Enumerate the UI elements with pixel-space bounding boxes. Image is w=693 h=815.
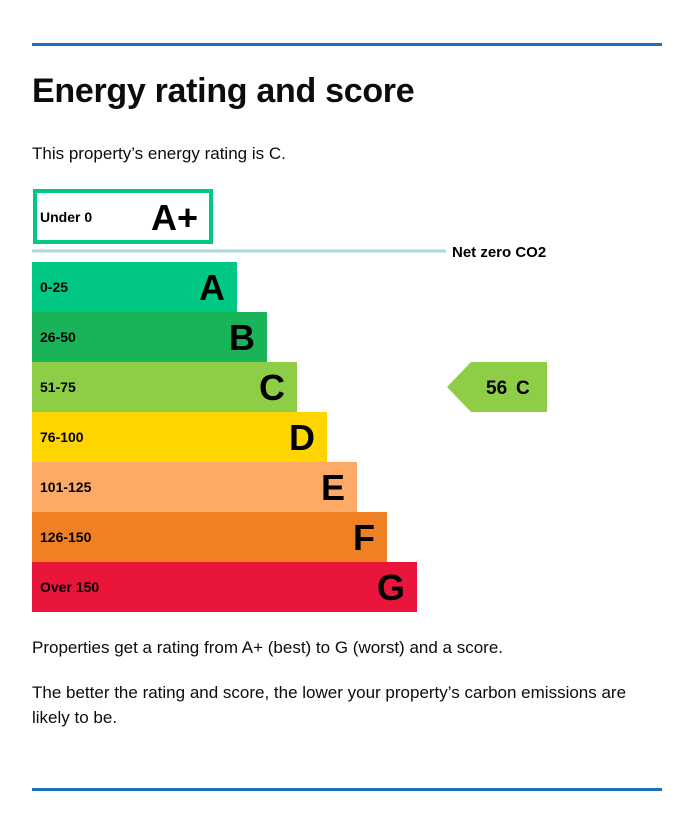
band-bar (32, 312, 267, 362)
band-letter: B (229, 317, 255, 358)
band-bar (32, 562, 417, 612)
band-bar (32, 512, 387, 562)
band-g: Over 150 G (32, 562, 417, 612)
band-bar (32, 362, 297, 412)
page-title: Energy rating and score (32, 72, 415, 110)
top-band-range-label: Under 0 (40, 209, 92, 225)
band-bar (32, 462, 357, 512)
carbon-explanation: The better the rating and score, the low… (32, 683, 627, 727)
band-range-label: 126-150 (40, 529, 92, 545)
band-range-label: Over 150 (40, 579, 99, 595)
rating-explanation: Properties get a rating from A+ (best) t… (32, 638, 504, 657)
band-letter: G (377, 567, 405, 608)
band-d: 76-100 D (32, 412, 327, 462)
band-letter: D (289, 417, 315, 458)
band-letter: C (259, 367, 285, 408)
current-rating-arrow (447, 362, 547, 412)
band-range-label: 101-125 (40, 479, 92, 495)
band-bar (32, 262, 237, 312)
current-letter: C (516, 378, 530, 399)
band-c: 51-75 C (32, 362, 297, 412)
band-e: 101-125 E (32, 462, 357, 512)
band-range-label: 51-75 (40, 379, 76, 395)
top-band-letter: A+ (151, 197, 198, 238)
band-b: 26-50 B (32, 312, 267, 362)
current-rating-marker: 56 C (447, 362, 547, 412)
current-score: 56 (486, 378, 507, 399)
band-letter: A (199, 267, 225, 308)
band-bar (32, 412, 327, 462)
top-rule (32, 43, 662, 46)
epc-chart: Under 0 A+ Net zero CO2 0-25 A26-50 B51-75… (32, 189, 547, 612)
band-range-label: 76-100 (40, 429, 84, 445)
bottom-rule (32, 788, 662, 791)
band-range-label: 26-50 (40, 329, 76, 345)
top-band-box (33, 189, 213, 244)
band-letter: F (353, 517, 375, 558)
band-f: 126-150 F (32, 512, 387, 562)
rating-intro: This property’s energy rating is C. (32, 144, 286, 163)
band-letter: E (321, 467, 345, 508)
net-zero-label: Net zero CO2 (452, 244, 546, 261)
band-a: 0-25 A (32, 262, 237, 312)
rating-bands: 0-25 A 26-50 B 51-75 C 76-100 D 101-125 E 126-150 F… (32, 262, 417, 612)
band-range-label: 0-25 (40, 279, 68, 295)
top-band-a-plus: Under 0 A+ (33, 189, 213, 244)
